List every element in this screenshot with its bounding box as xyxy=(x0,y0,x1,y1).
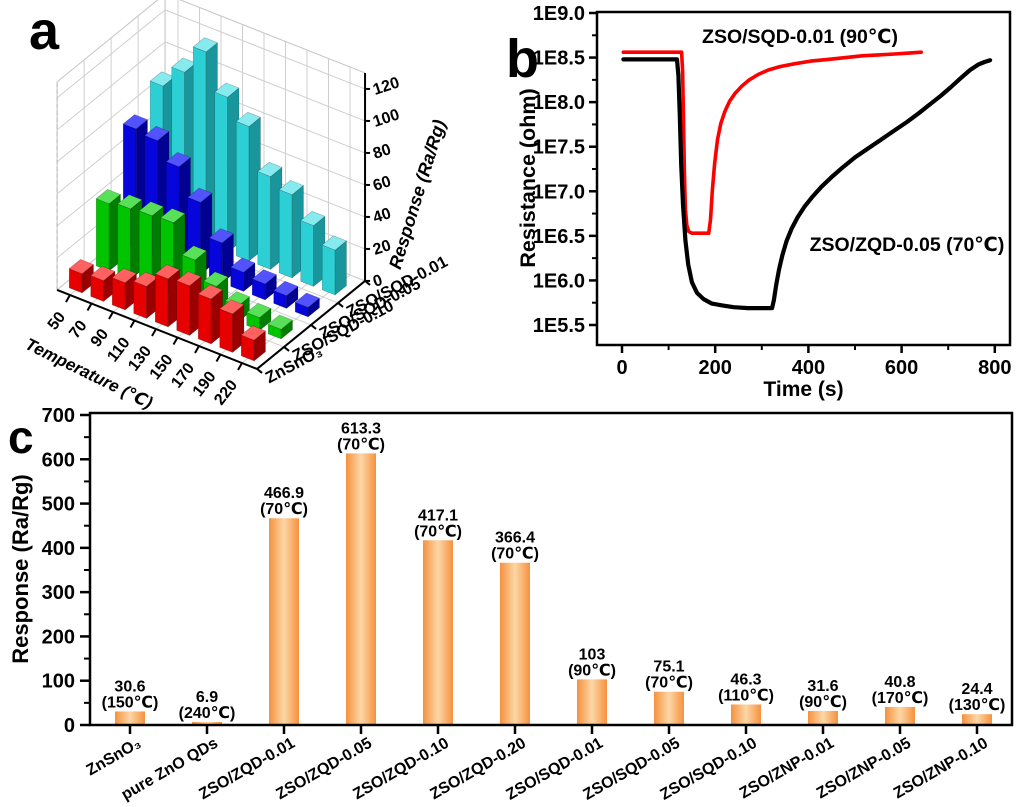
svg-text:1E8.5: 1E8.5 xyxy=(533,48,585,70)
svg-text:75.1: 75.1 xyxy=(653,659,684,676)
svg-text:(90℃): (90℃) xyxy=(799,694,847,711)
svg-text:6.9: 6.9 xyxy=(196,689,218,706)
svg-text:80: 80 xyxy=(371,141,393,163)
svg-text:20: 20 xyxy=(371,237,393,259)
svg-text:1E9.0: 1E9.0 xyxy=(533,3,585,25)
svg-text:Time (s): Time (s) xyxy=(763,378,843,401)
svg-text:0: 0 xyxy=(64,715,75,737)
svg-text:100: 100 xyxy=(42,671,75,693)
svg-text:300: 300 xyxy=(42,582,75,604)
svg-text:(150℃): (150℃) xyxy=(102,694,159,711)
svg-text:1E7.0: 1E7.0 xyxy=(533,181,585,203)
svg-text:1E8.0: 1E8.0 xyxy=(533,92,585,114)
svg-text:1E5.5: 1E5.5 xyxy=(533,315,585,337)
panel-letter-a: a xyxy=(29,1,60,61)
svg-text:Resistance (ohm): Resistance (ohm) xyxy=(516,88,540,267)
svg-text:(70℃): (70℃) xyxy=(337,436,385,453)
svg-text:103: 103 xyxy=(579,646,606,663)
svg-text:100: 100 xyxy=(371,106,402,130)
svg-text:30.6: 30.6 xyxy=(114,678,145,695)
svg-text:1E6.5: 1E6.5 xyxy=(533,226,585,248)
panel-letter-b: b xyxy=(506,29,539,89)
svg-text:0: 0 xyxy=(616,357,627,379)
svg-text:800: 800 xyxy=(978,357,1011,379)
svg-text:(170℃): (170℃) xyxy=(872,690,929,707)
svg-text:366.4: 366.4 xyxy=(495,530,535,547)
svg-text:200: 200 xyxy=(42,626,75,648)
svg-text:Response (Ra/Rg): Response (Ra/Rg) xyxy=(385,117,449,271)
svg-text:(240℃): (240℃) xyxy=(179,705,236,722)
svg-text:600: 600 xyxy=(885,357,918,379)
svg-text:400: 400 xyxy=(42,538,75,560)
resistance-time-response-recovery-chart: 1E9.0 1E8.5 1E8.0 1E7.5 1E7.0 1E6.5 1E6.0 1E5.5… xyxy=(516,3,1011,401)
svg-text:31.6: 31.6 xyxy=(807,678,838,695)
svg-text:(90℃): (90℃) xyxy=(568,662,616,679)
svg-text:500: 500 xyxy=(42,494,75,516)
svg-text:24.4: 24.4 xyxy=(961,681,992,698)
svg-text:700: 700 xyxy=(42,405,75,427)
svg-text:90: 90 xyxy=(88,326,112,351)
svg-text:(70℃): (70℃) xyxy=(260,501,308,518)
svg-text:(70℃): (70℃) xyxy=(491,546,539,563)
svg-text:50: 50 xyxy=(45,309,69,334)
svg-text:(70℃): (70℃) xyxy=(414,523,462,540)
svg-text:ZnSnO₃: ZnSnO₃ xyxy=(84,735,144,780)
response-comparison-bar-chart: 0 100 200 300 400 500 600 700 30.6(150℃) ZnSnO₃ 6.… xyxy=(8,405,1014,804)
svg-text:0: 0 xyxy=(371,272,385,291)
svg-text:1E6.0: 1E6.0 xyxy=(533,270,585,292)
svg-text:120: 120 xyxy=(371,74,402,98)
svg-text:70: 70 xyxy=(66,317,90,342)
svg-text:1E7.5: 1E7.5 xyxy=(533,137,585,159)
svg-text:(130℃): (130℃) xyxy=(949,697,1006,714)
svg-text:46.3: 46.3 xyxy=(730,671,761,688)
svg-text:(70℃): (70℃) xyxy=(645,675,693,692)
svg-text:200: 200 xyxy=(699,357,732,379)
panel-letter-c: c xyxy=(8,411,34,463)
svg-text:40.8: 40.8 xyxy=(884,674,915,691)
svg-text:Response (Ra/Rg): Response (Ra/Rg) xyxy=(8,474,33,663)
svg-text:40: 40 xyxy=(371,205,393,227)
svg-text:(110℃): (110℃) xyxy=(718,687,774,704)
svg-text:613.3: 613.3 xyxy=(341,420,381,437)
svg-text:466.9: 466.9 xyxy=(264,485,304,502)
svg-text:ZSO/SQD-0.01 (90℃): ZSO/SQD-0.01 (90℃) xyxy=(702,26,898,48)
svg-text:417.1: 417.1 xyxy=(418,507,458,524)
svg-text:ZSO/ZQD-0.05 (70℃): ZSO/ZQD-0.05 (70℃) xyxy=(810,234,1005,256)
svg-text:400: 400 xyxy=(792,357,825,379)
svg-text:60: 60 xyxy=(371,173,393,195)
svg-text:600: 600 xyxy=(42,449,75,471)
